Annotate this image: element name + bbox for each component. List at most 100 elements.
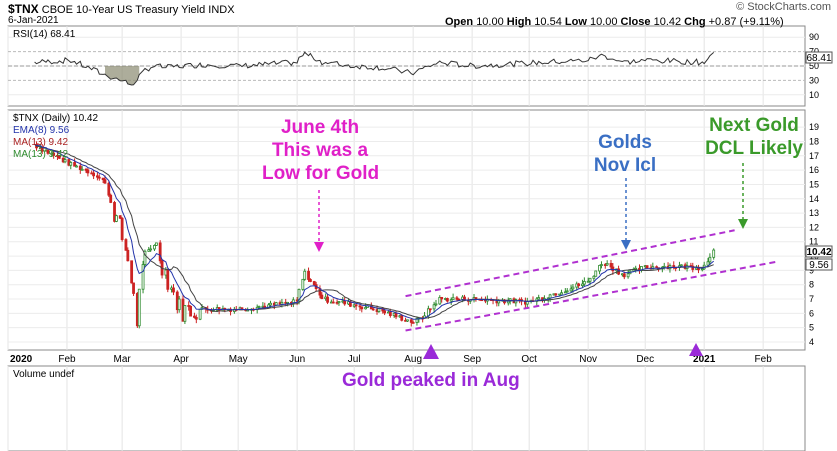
price-bar-body — [183, 305, 187, 322]
ema-value-box — [805, 258, 833, 271]
price-bar-body — [406, 319, 409, 322]
rsi-tick-label: 30 — [809, 75, 819, 85]
price-bar-body — [113, 202, 116, 222]
price-bar-body — [592, 275, 596, 279]
annotation-next-line1: Next Gold — [709, 115, 799, 136]
channel-upper-line — [405, 229, 735, 298]
ema-value-label: 9.56 — [809, 260, 829, 271]
price-bar-body — [331, 301, 335, 304]
x-tick-label: Dec — [636, 354, 654, 365]
next-arrow-head — [738, 219, 748, 229]
annotation-june-line3: Low for Gold — [262, 163, 380, 184]
price-bar-body — [371, 308, 375, 311]
price-bar-body — [198, 308, 202, 320]
price-bar-body — [107, 182, 111, 196]
price-bar-body — [354, 304, 358, 307]
price-bar-body — [611, 266, 615, 272]
price-bar-body — [147, 249, 151, 252]
price-tick-label: 11 — [809, 237, 818, 247]
price-bar-body — [434, 303, 438, 306]
price-bar-body — [569, 288, 573, 292]
x-tick-label: Jun — [289, 354, 305, 365]
price-bar-body — [571, 286, 575, 290]
rsi-tick-label: 50 — [809, 61, 819, 71]
open-label: Open — [445, 16, 474, 28]
price-bar-body — [645, 265, 649, 269]
x-tick-label: Mar — [114, 354, 132, 365]
x-tick-label: 2020 — [10, 354, 33, 365]
price-bar-body — [118, 215, 122, 219]
instrument-name: CBOE 10-Year US Treasury Yield — [41, 4, 206, 16]
price-bar-body — [598, 265, 601, 272]
price-bar-body — [101, 177, 105, 181]
price-bar-body — [411, 321, 415, 324]
price-bar-body — [708, 256, 712, 263]
price-bar-body — [449, 299, 453, 302]
price-bar-body — [109, 194, 113, 203]
rsi-value-label: 68.41 — [806, 53, 831, 64]
volume-pane-frame — [7, 365, 806, 451]
price-bar-body — [297, 288, 301, 302]
annotation-june-line1: June 4th — [280, 117, 360, 138]
price-bar-body — [158, 242, 162, 262]
price-value-label: 10.42 — [806, 247, 831, 258]
price-bar-body — [57, 155, 61, 159]
x-tick-label: Apr — [173, 354, 189, 365]
price-bar-body — [537, 297, 541, 300]
price-value-box — [805, 245, 833, 258]
price-tick-label: 12 — [809, 222, 819, 232]
annotation-next: Next Gold DCL Likely — [695, 114, 813, 160]
rsi-tick-labels: 9070503010 — [809, 32, 819, 100]
price-bar-body — [141, 264, 145, 290]
price-bar-body — [280, 301, 284, 305]
price-tick-label: 17 — [809, 151, 819, 161]
price-bar-body — [409, 319, 413, 323]
low-label: Low — [564, 16, 587, 28]
price-bar-body — [337, 301, 341, 303]
price-bar-body — [286, 301, 290, 304]
price-bar-body — [455, 297, 459, 300]
price-bar-body — [326, 296, 329, 303]
rsi-label: RSI(14) 68.41 — [13, 29, 76, 40]
price-bar-body — [187, 305, 191, 307]
price-bar-body — [600, 264, 603, 266]
annotation-golds-line2: Nov Icl — [593, 155, 657, 176]
price-bar-body — [432, 304, 436, 310]
price-bar-body — [415, 318, 419, 323]
price-bar-body — [582, 281, 586, 285]
price-tick-label: 16 — [809, 165, 819, 175]
price-bar-body — [96, 175, 99, 178]
rsi-line — [34, 51, 715, 86]
stockcharts-logo: © StockCharts.com — [736, 1, 831, 13]
x-tick-label: Sep — [463, 354, 481, 365]
price-bar-body — [451, 297, 455, 301]
price-tick-label: 19 — [809, 122, 819, 132]
price-tick-label: 14 — [809, 194, 819, 204]
price-tick-label: 18 — [809, 136, 819, 146]
price-bar-body — [588, 277, 592, 282]
chart-date: 6-Jan-2021 — [8, 15, 59, 26]
legend-ma13-a: MA(13) 9.42 — [13, 137, 69, 148]
price-bar-body — [97, 176, 101, 179]
price-bar-body — [172, 287, 175, 293]
price-legend-title: $TNX (Daily) 10.42 — [13, 113, 99, 124]
price-bar-body — [189, 306, 193, 317]
price-bar-body — [274, 302, 278, 306]
price-bar-body — [626, 273, 630, 278]
price-bar-body — [124, 239, 128, 251]
close-value: 10.42 — [653, 16, 682, 28]
price-bar-body — [360, 306, 364, 310]
x-tick-labels: 2020 Feb Mar Apr May Jun Jul Aug Sep Oct Nov Dec 202… — [10, 354, 772, 365]
aug-up-arrow — [423, 344, 439, 359]
price-bar-body — [153, 245, 156, 250]
rsi-value-box — [805, 51, 833, 64]
rsi-fills — [105, 66, 140, 85]
price-tick-label: 4 — [809, 337, 814, 347]
price-bar-body — [86, 169, 90, 174]
price-tick-label: 13 — [809, 208, 819, 218]
price-bar-body — [320, 294, 324, 299]
legend-ema: EMA(8) 9.56 — [13, 125, 70, 136]
channel-lower-line — [405, 260, 777, 332]
price-bar-body — [400, 315, 404, 321]
